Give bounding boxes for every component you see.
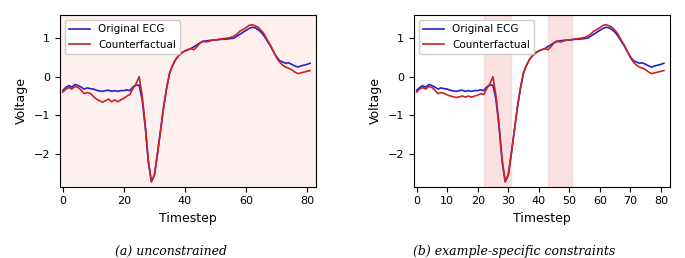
Counterfactual <box>483 87 491 90</box>
Legend: Original ECG, Counterfactual: Original ECG, Counterfactual <box>419 20 534 54</box>
Counterfactual <box>471 94 479 98</box>
Counterfactual <box>257 29 265 32</box>
Original ECG <box>602 26 610 29</box>
Original ECG <box>147 180 155 183</box>
Line: Original ECG: Original ECG <box>416 27 664 182</box>
Original ECG <box>471 89 479 92</box>
Original ECG <box>611 31 619 34</box>
Counterfactual <box>617 38 625 42</box>
Counterfactual <box>660 69 668 72</box>
Original ECG <box>532 51 540 54</box>
Y-axis label: Voltage: Voltage <box>15 77 28 124</box>
Original ECG <box>479 89 488 92</box>
Original ECG <box>116 89 125 92</box>
Counterfactual <box>178 51 186 54</box>
Y-axis label: Voltage: Voltage <box>369 77 382 124</box>
Counterfactual <box>602 23 610 26</box>
Counterfactual <box>126 93 134 96</box>
Counterfactual <box>412 91 421 94</box>
Counterfactual <box>501 180 509 183</box>
Bar <box>484 15 511 187</box>
Original ECG <box>59 89 67 92</box>
Text: (a) unconstrained: (a) unconstrained <box>115 245 227 258</box>
Counterfactual <box>147 180 155 183</box>
Counterfactual <box>129 87 137 90</box>
Original ECG <box>257 31 265 34</box>
Original ECG <box>178 51 186 54</box>
Original ECG <box>412 89 421 92</box>
Text: (b) example-specific constraints: (b) example-specific constraints <box>412 245 615 258</box>
Line: Counterfactual: Counterfactual <box>416 25 664 182</box>
Counterfactual <box>532 51 540 54</box>
Original ECG <box>248 26 256 29</box>
Counterfactual <box>263 38 271 42</box>
Original ECG <box>129 85 137 88</box>
Line: Counterfactual: Counterfactual <box>63 25 310 182</box>
X-axis label: Timestep: Timestep <box>513 212 571 225</box>
X-axis label: Timestep: Timestep <box>159 212 217 225</box>
Original ECG <box>263 40 271 43</box>
Counterfactual <box>306 69 314 72</box>
Original ECG <box>660 62 668 65</box>
Original ECG <box>617 40 625 43</box>
Original ECG <box>306 62 314 65</box>
Original ECG <box>483 85 491 88</box>
Original ECG <box>126 89 134 92</box>
Original ECG <box>501 180 509 183</box>
Counterfactual <box>248 23 256 26</box>
Line: Original ECG: Original ECG <box>63 27 310 182</box>
Counterfactual <box>116 98 125 101</box>
Counterfactual <box>479 93 488 96</box>
Legend: Original ECG, Counterfactual: Original ECG, Counterfactual <box>65 20 180 54</box>
Counterfactual <box>59 91 67 94</box>
Counterfactual <box>611 29 619 32</box>
Bar <box>548 15 573 187</box>
